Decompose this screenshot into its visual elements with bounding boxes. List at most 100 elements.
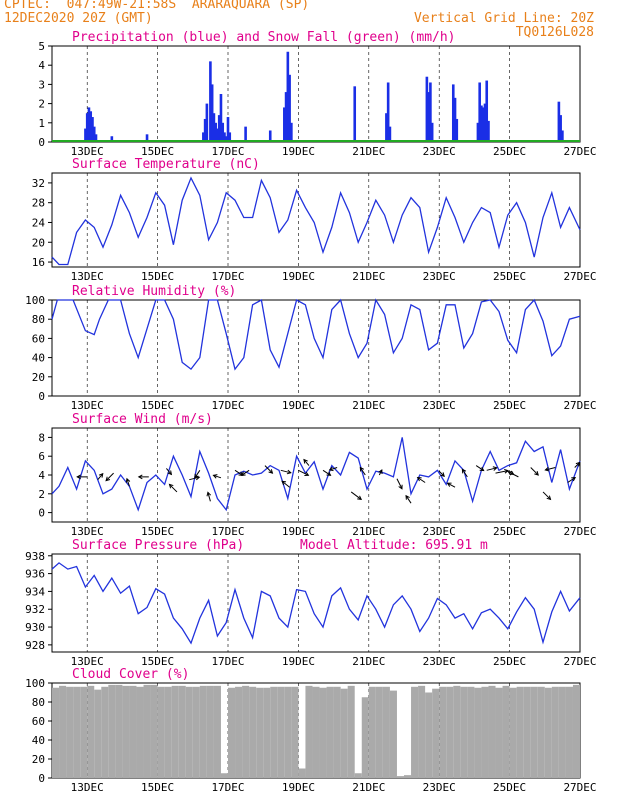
x-tick-label: 25DEC <box>493 525 526 538</box>
x-tick-label: 25DEC <box>493 399 526 412</box>
wind-arrow-head <box>359 466 365 472</box>
wind-arrow-head <box>76 474 81 480</box>
y-tick-label: 5 <box>38 40 45 53</box>
cloud-bar <box>502 685 510 778</box>
precip-bar <box>214 122 217 142</box>
x-tick-label: 15DEC <box>141 655 174 668</box>
x-tick-label: 23DEC <box>423 525 456 538</box>
cloud-bar <box>425 692 433 778</box>
cloud-bar <box>115 684 123 778</box>
precip-bar <box>89 111 93 142</box>
wind-arrow <box>169 484 178 493</box>
precip-bar <box>561 130 564 142</box>
cloud-bar <box>213 685 221 778</box>
x-tick-label: 21DEC <box>352 270 385 283</box>
cloud-bar <box>481 686 489 778</box>
y-tick-label: 0 <box>38 507 45 520</box>
wind-arrow-head <box>286 469 292 475</box>
cloud-bar <box>164 686 172 778</box>
y-tick-label: 2 <box>38 98 45 111</box>
x-tick-label: 21DEC <box>352 655 385 668</box>
cloud-bar <box>249 686 257 778</box>
wind-arrow <box>126 478 130 487</box>
x-tick-label: 27DEC <box>563 525 596 538</box>
precip-bar <box>217 115 221 142</box>
precip-bar <box>223 132 226 142</box>
panel-title: Relative Humidity (%) <box>72 284 236 299</box>
cloud-bar <box>87 685 95 778</box>
cloud-bar <box>178 685 186 778</box>
wind-arrow-head <box>268 469 274 474</box>
x-tick-label: 21DEC <box>352 781 385 794</box>
cloud-bar <box>453 685 461 778</box>
precip-bar <box>268 130 272 142</box>
cloud-bar <box>94 689 102 778</box>
precip-bar <box>203 118 207 142</box>
y-tick-label: 936 <box>25 568 45 581</box>
x-tick-label: 23DEC <box>423 270 456 283</box>
cloud-bar <box>516 686 524 778</box>
x-tick-label: 17DEC <box>211 270 244 283</box>
x-tick-label: 25DEC <box>493 781 526 794</box>
plot-frame <box>51 427 581 523</box>
y-tick-label: 20 <box>32 753 45 766</box>
wind-arrow-head <box>194 473 199 479</box>
cloud-bar <box>488 685 496 778</box>
panel-3: 13DEC 15DEC 17DEC 19DEC 21DEC 23DEC 25DEC 27DEC… <box>25 284 596 412</box>
y-tick-label: 80 <box>32 696 45 709</box>
precip-bar <box>110 136 114 142</box>
precip-bar <box>94 134 98 142</box>
y-tick-label: 928 <box>25 639 45 652</box>
series-line <box>51 298 581 371</box>
cloud-bar <box>284 686 292 778</box>
wind-arrow-head <box>125 477 131 483</box>
cloud-bar <box>432 688 440 778</box>
wind-arrow <box>105 472 114 481</box>
precip-bar <box>85 113 89 142</box>
wind-arrow <box>166 468 172 475</box>
precip-bar <box>487 120 490 142</box>
cloud-bar <box>235 686 243 778</box>
y-tick-label: 16 <box>32 256 45 269</box>
precip-bar <box>84 128 87 142</box>
wind-arrow <box>461 469 468 478</box>
plot-frame <box>51 553 581 653</box>
cloud-bar <box>129 685 137 778</box>
cloud-bar <box>460 686 468 778</box>
cloud-bar <box>446 686 454 778</box>
precip-bar <box>244 126 247 142</box>
cloud-bar <box>199 685 207 778</box>
precip-bar <box>221 122 225 142</box>
precip-bar <box>478 82 481 142</box>
precip-bar <box>455 118 459 142</box>
wind-arrow-head <box>281 480 287 486</box>
wind-arrow-head <box>168 483 174 489</box>
wind-arrow <box>241 469 250 476</box>
precip-bar <box>224 136 228 142</box>
precip-bar <box>290 122 293 142</box>
cloud-bar <box>192 686 200 778</box>
header-location: CPTEC: 047:49W-21:58S ARARAQUARA (SP) <box>4 0 310 12</box>
wind-arrow <box>234 469 243 476</box>
cloud-bar <box>411 686 419 778</box>
cloud-bar <box>270 686 278 778</box>
cloud-bar <box>242 685 250 778</box>
wind-arrow-head <box>534 471 539 476</box>
x-tick-label: 23DEC <box>423 399 456 412</box>
plot-frame <box>51 172 581 268</box>
precip-bar <box>209 61 212 142</box>
wind-arrow <box>567 477 576 483</box>
wind-arrow <box>530 467 539 476</box>
wind-arrow-head <box>504 468 510 474</box>
precip-bar <box>557 101 561 142</box>
plot-frame <box>51 45 581 143</box>
panel-5: 13DEC 15DEC 17DEC 19DEC 21DEC 23DEC 25DEC 27DEC… <box>25 538 596 668</box>
x-tick-label: 13DEC <box>71 525 104 538</box>
panel-title: Surface Pressure (hPa) <box>72 538 244 553</box>
wind-arrow <box>574 462 581 468</box>
x-tick-label: 13DEC <box>71 781 104 794</box>
y-tick-label: 60 <box>32 715 45 728</box>
cloud-bar <box>59 685 67 778</box>
precip-bar <box>483 103 487 142</box>
